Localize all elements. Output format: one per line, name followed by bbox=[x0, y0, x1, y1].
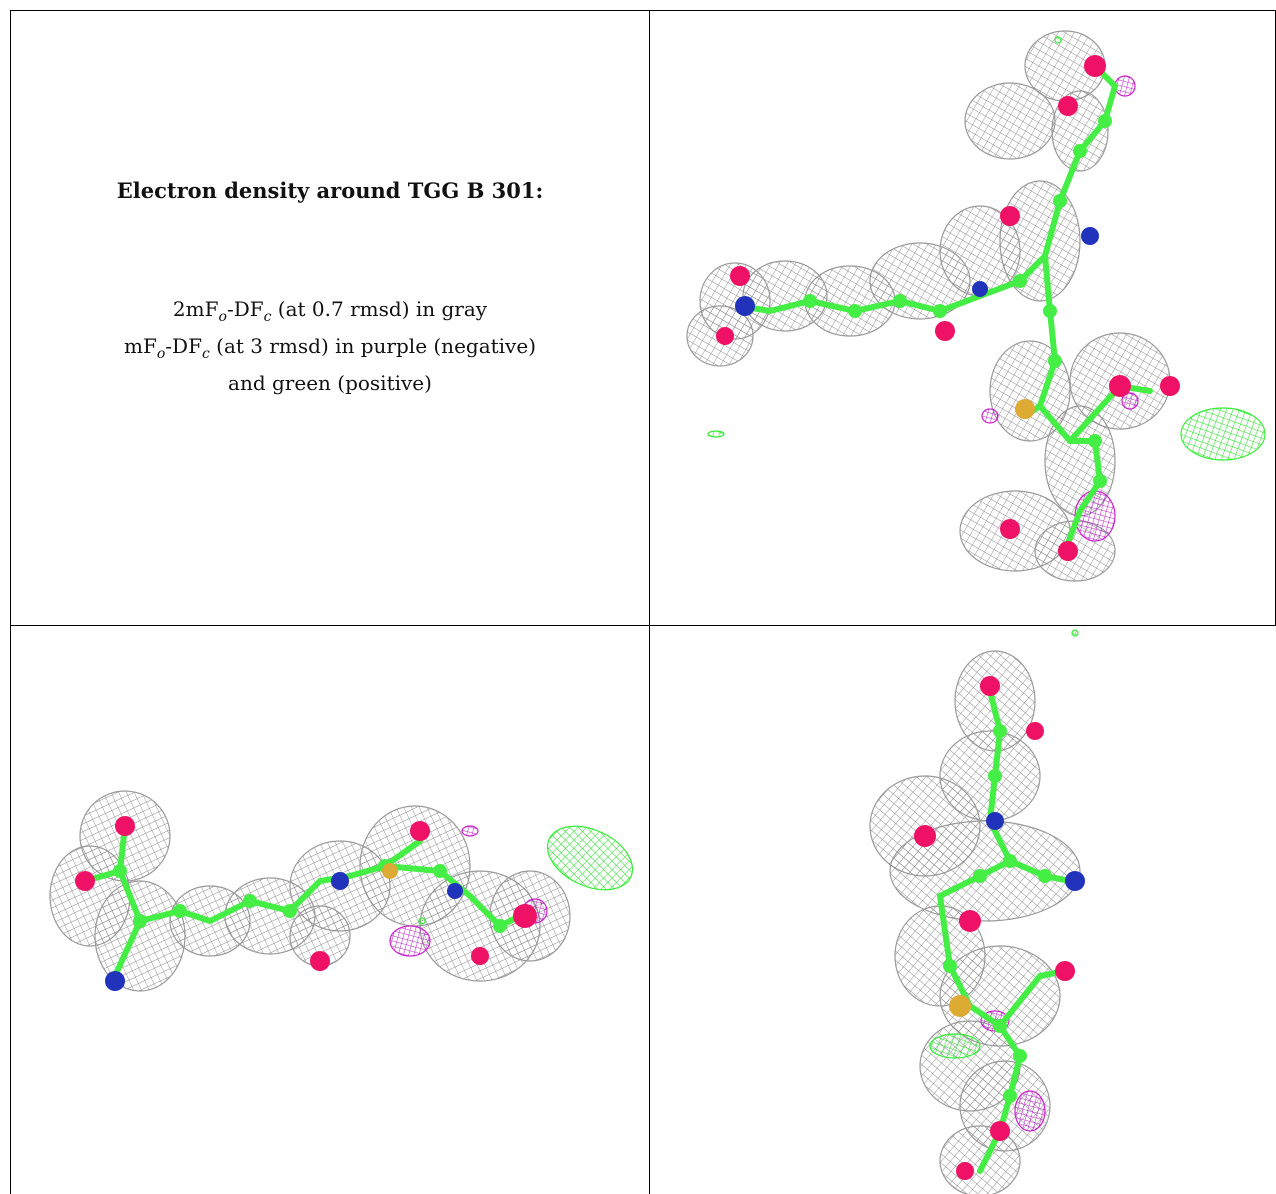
atoms-carbon bbox=[803, 114, 1112, 488]
density-panel-view-3 bbox=[869, 629, 1085, 1194]
legend-line-fofc: mFo-DFc (at 3 rmsd) in purple (negative) bbox=[124, 334, 536, 362]
atoms-nitrogen bbox=[735, 227, 1099, 316]
density-panel-view-1 bbox=[686, 30, 1266, 582]
legend-line-2fofc: 2mFo-DFc (at 0.7 rmsd) in gray bbox=[172, 297, 488, 325]
density-panel-view-2 bbox=[49, 790, 634, 992]
figure-title: Electron density around TGG B 301: bbox=[116, 178, 544, 203]
grid-divider-horizontal bbox=[10, 625, 1276, 626]
grid-divider-vertical bbox=[649, 10, 650, 1194]
mesh-positive bbox=[707, 36, 1266, 461]
legend-cell: Electron density around TGG B 301: 2mFo-… bbox=[10, 10, 650, 625]
figure-frame bbox=[10, 10, 1276, 1194]
legend-line-colors: and green (positive) bbox=[228, 371, 432, 395]
atoms-oxygen bbox=[716, 55, 1180, 561]
atoms-sulfur bbox=[1015, 399, 1035, 419]
legend-text: 2mFo-DFc (at 0.7 rmsd) in gray mFo-DFc (… bbox=[10, 295, 650, 398]
